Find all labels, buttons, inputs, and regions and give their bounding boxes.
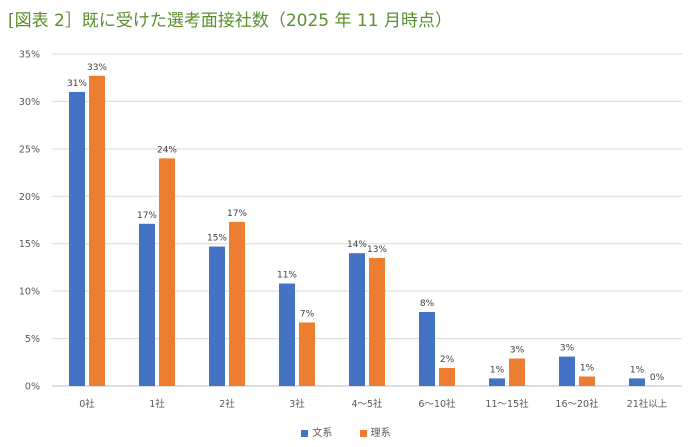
data-label: 1% [630, 365, 645, 375]
y-tick-label: 35% [19, 50, 40, 61]
x-tick-label: 4～5社 [351, 398, 383, 410]
x-tick-label: 3社 [289, 398, 305, 410]
bar-rikei [299, 322, 315, 386]
y-tick-label: 10% [19, 287, 40, 298]
data-label: 2% [440, 355, 455, 365]
data-label: 1% [580, 364, 595, 374]
bar-rikei [159, 158, 175, 386]
bar-rikei [509, 358, 525, 386]
bar-bunkei [69, 91, 85, 386]
gridlines [52, 53, 682, 387]
bar-bunkei [349, 253, 365, 386]
x-tick-label: 0社 [79, 398, 95, 410]
data-label: 24% [157, 145, 177, 155]
data-label: 31% [67, 79, 87, 89]
y-tick-label: 20% [19, 192, 40, 203]
data-label: 3% [510, 345, 525, 355]
data-label: 15% [207, 234, 227, 244]
legend: 文系 理系 [0, 424, 692, 439]
data-label: 8% [420, 299, 435, 309]
bar-bunkei [559, 356, 575, 386]
legend-item-rikei: 理系 [359, 424, 391, 439]
chart-title: [図表 2］既に受けた選考面接社数（2025 年 11 月時点） [8, 11, 452, 31]
legend-label-bunkei: 文系 [312, 428, 333, 439]
bar-bunkei [489, 378, 505, 386]
bar-bunkei [629, 378, 645, 386]
legend-swatch-rikei [359, 429, 367, 437]
bar-rikei [229, 221, 245, 386]
x-tick-label: 11～15社 [485, 398, 529, 410]
x-tick-label: 6～10社 [418, 398, 456, 410]
bar-rikei [89, 75, 105, 387]
bar-rikei [369, 257, 385, 386]
data-label: 0% [650, 373, 665, 383]
data-label: 1% [490, 365, 505, 375]
axes: 0% 5% 10% 15% 20% 25% 30% 35% 0社 1社 2社 3社 4～5社 6～10社 1… [19, 50, 668, 411]
data-labels: 31%33% 17% 24% 15% 17% 11% 7% 14% 13% 8% 2% 1% 3% 3% 1… [67, 63, 665, 383]
y-tick-label: 25% [19, 144, 40, 155]
x-tick-label: 1社 [149, 398, 165, 410]
y-tick-label: 30% [19, 97, 40, 108]
bar-rikei [579, 376, 595, 386]
data-label: 7% [300, 309, 315, 319]
y-tick-label: 5% [25, 334, 40, 345]
y-tick-label: 0% [25, 382, 40, 393]
x-tick-label: 21社以上 [627, 398, 668, 410]
data-label: 17% [227, 209, 247, 219]
bars [69, 75, 645, 387]
y-tick-label: 15% [19, 239, 40, 250]
legend-item-bunkei: 文系 [301, 424, 332, 439]
bar-bunkei [139, 223, 155, 386]
bar-bunkei [279, 283, 295, 386]
data-label: 14% [347, 240, 367, 250]
x-tick-label: 16～20社 [555, 398, 599, 410]
x-tick-label: 2社 [219, 398, 235, 410]
bar-bunkei [419, 312, 435, 386]
bar-bunkei [209, 246, 225, 386]
data-label: 17% [137, 211, 157, 221]
bar-rikei [439, 367, 455, 386]
data-label: 13% [367, 245, 387, 255]
data-label: 33% [87, 63, 107, 73]
data-label: 11% [277, 271, 297, 281]
legend-swatch-bunkei [301, 429, 309, 437]
data-label: 3% [560, 344, 575, 354]
legend-label-rikei: 理系 [370, 428, 391, 439]
